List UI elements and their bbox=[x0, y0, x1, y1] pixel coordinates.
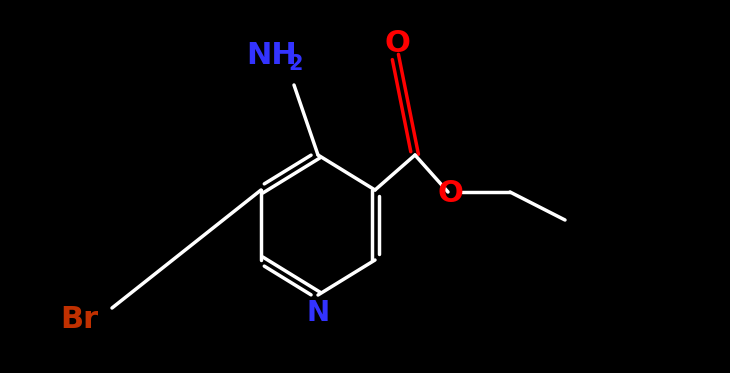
Text: O: O bbox=[384, 28, 410, 57]
Text: O: O bbox=[437, 179, 463, 209]
Text: Br: Br bbox=[60, 305, 98, 335]
Text: 2: 2 bbox=[288, 54, 302, 74]
Text: N: N bbox=[307, 299, 329, 327]
Text: NH: NH bbox=[246, 41, 297, 69]
